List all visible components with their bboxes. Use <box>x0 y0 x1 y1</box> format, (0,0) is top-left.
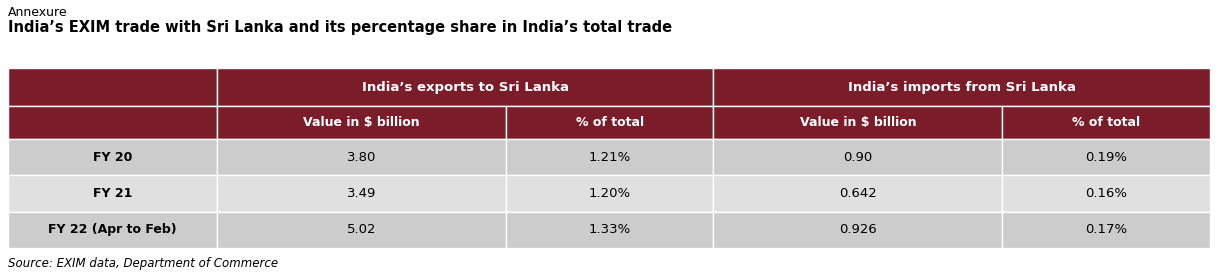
Text: Value in $ billion: Value in $ billion <box>303 116 420 129</box>
Text: 0.19%: 0.19% <box>1085 151 1127 164</box>
Bar <box>9 106 217 139</box>
Text: 5.02: 5.02 <box>347 223 376 236</box>
Bar <box>217 212 505 248</box>
Text: 1.21%: 1.21% <box>588 151 631 164</box>
Text: 0.16%: 0.16% <box>1085 187 1127 200</box>
Text: Source: EXIM data, Department of Commerce: Source: EXIM data, Department of Commerc… <box>9 257 278 270</box>
Text: % of total: % of total <box>576 116 644 129</box>
Bar <box>9 212 217 248</box>
Bar <box>9 139 217 175</box>
Text: FY 22 (Apr to Feb): FY 22 (Apr to Feb) <box>49 223 177 236</box>
Bar <box>714 68 1209 106</box>
Text: India’s imports from Sri Lanka: India’s imports from Sri Lanka <box>848 81 1075 93</box>
Bar <box>9 68 217 106</box>
Bar <box>217 139 505 175</box>
Bar <box>505 139 714 175</box>
Text: FY 21: FY 21 <box>93 187 132 200</box>
Bar <box>1002 175 1209 212</box>
Text: FY 20: FY 20 <box>93 151 132 164</box>
Text: India’s EXIM trade with Sri Lanka and its percentage share in India’s total trad: India’s EXIM trade with Sri Lanka and it… <box>9 20 672 35</box>
Text: 0.17%: 0.17% <box>1085 223 1128 236</box>
Bar <box>505 175 714 212</box>
Bar <box>217 106 505 139</box>
Bar <box>1002 139 1209 175</box>
Text: % of total: % of total <box>1072 116 1140 129</box>
Bar <box>714 139 1002 175</box>
Bar <box>714 106 1002 139</box>
Text: 0.642: 0.642 <box>839 187 877 200</box>
Bar <box>714 212 1002 248</box>
Bar <box>714 175 1002 212</box>
Text: Annexure: Annexure <box>9 6 68 19</box>
Text: 0.90: 0.90 <box>843 151 872 164</box>
Text: 3.49: 3.49 <box>347 187 376 200</box>
Bar <box>1002 106 1209 139</box>
Bar <box>505 212 714 248</box>
Text: 0.926: 0.926 <box>839 223 877 236</box>
Text: Value in $ billion: Value in $ billion <box>800 116 916 129</box>
Bar <box>505 106 714 139</box>
Text: India’s exports to Sri Lanka: India’s exports to Sri Lanka <box>362 81 569 93</box>
Bar <box>217 68 714 106</box>
Bar <box>9 175 217 212</box>
Bar <box>217 175 505 212</box>
Text: 1.20%: 1.20% <box>588 187 631 200</box>
Text: 3.80: 3.80 <box>347 151 376 164</box>
Bar <box>1002 212 1209 248</box>
Text: 1.33%: 1.33% <box>588 223 631 236</box>
